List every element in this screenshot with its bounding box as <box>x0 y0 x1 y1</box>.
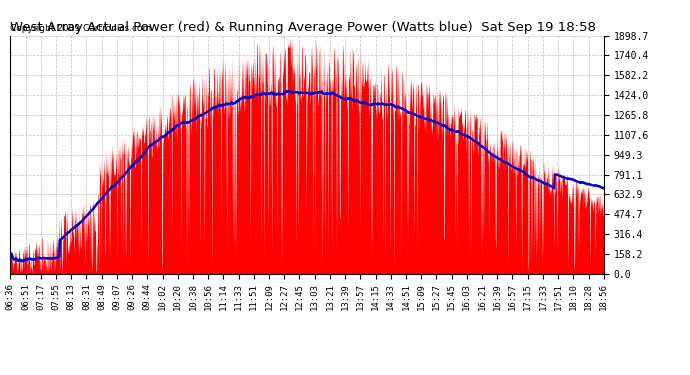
Text: Copyright 2009 Cartronics.com: Copyright 2009 Cartronics.com <box>10 24 152 33</box>
Text: West Array Actual Power (red) & Running Average Power (Watts blue)  Sat Sep 19 1: West Array Actual Power (red) & Running … <box>10 21 596 34</box>
